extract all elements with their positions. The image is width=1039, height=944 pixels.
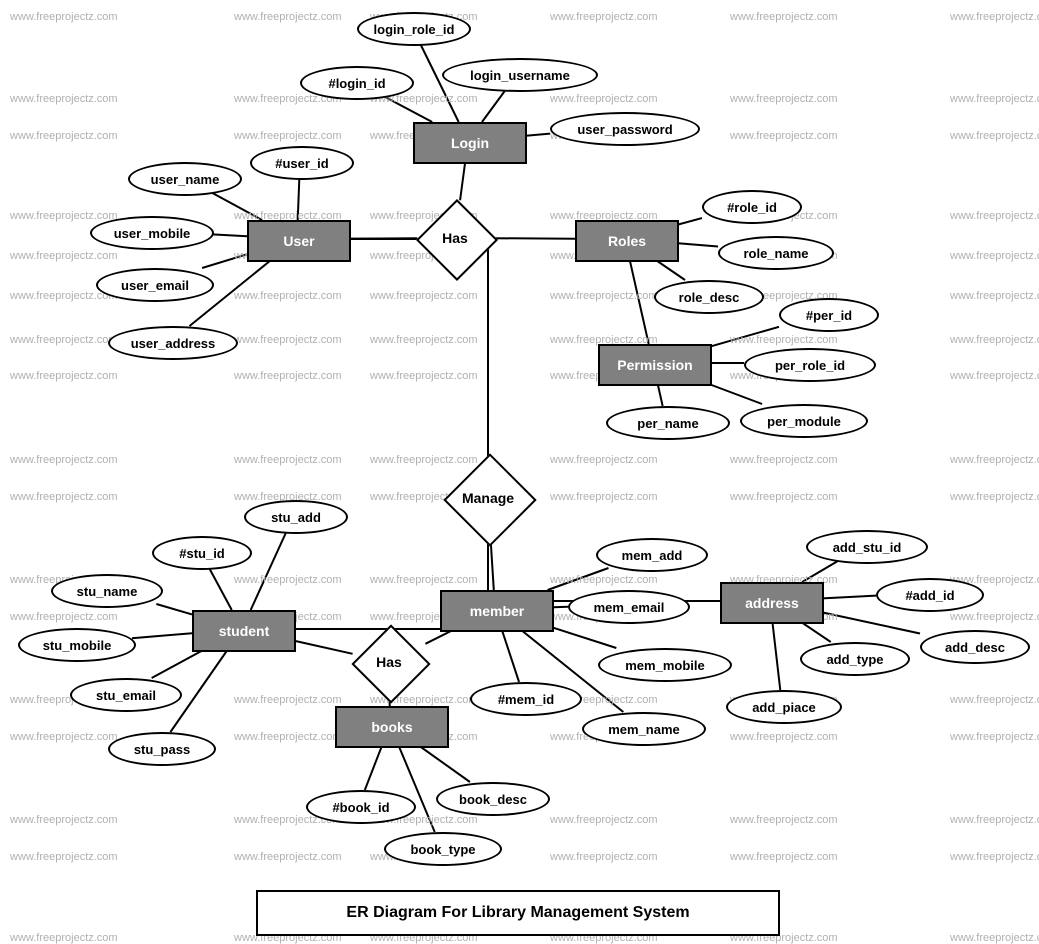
attribute-label: role_desc	[679, 290, 740, 305]
entity-student: student	[192, 610, 296, 652]
entity-label: address	[745, 595, 799, 611]
attribute-user_address: user_address	[108, 326, 238, 360]
attribute-add_desc: add_desc	[920, 630, 1030, 664]
er-diagram-canvas: www.freeprojectz.comwww.freeprojectz.com…	[0, 0, 1039, 941]
attribute-label: add_stu_id	[833, 540, 902, 555]
attribute-label: stu_email	[96, 688, 156, 703]
diagram-title: ER Diagram For Library Management System	[256, 890, 780, 936]
attribute-add_stu_id: add_stu_id	[806, 530, 928, 564]
attribute-label: per_role_id	[775, 358, 845, 373]
attribute-mem_add: mem_add	[596, 538, 708, 572]
attribute-login_id: #login_id	[300, 66, 414, 100]
attribute-label: stu_name	[77, 584, 138, 599]
attribute-user_email: user_email	[96, 268, 214, 302]
entity-label: student	[219, 623, 270, 639]
attribute-book_desc: book_desc	[436, 782, 550, 816]
attribute-label: user_mobile	[114, 226, 191, 241]
diagram-title-label: ER Diagram For Library Management System	[346, 904, 689, 922]
attribute-user_id: #user_id	[250, 146, 354, 180]
attribute-add_piace: add_piace	[726, 690, 842, 724]
attribute-label: user_email	[121, 278, 189, 293]
attribute-label: user_password	[577, 122, 672, 137]
attribute-label: #add_id	[905, 588, 954, 603]
entity-label: User	[283, 233, 314, 249]
attribute-stu_name: stu_name	[51, 574, 163, 608]
attribute-label: per_name	[637, 416, 698, 431]
relationship-label: Has	[405, 228, 505, 248]
attribute-label: add_type	[826, 652, 883, 667]
attribute-book_type: book_type	[384, 832, 502, 866]
attribute-label: user_name	[151, 172, 220, 187]
entity-address: address	[720, 582, 824, 624]
attribute-stu_add: stu_add	[244, 500, 348, 534]
attribute-label: stu_pass	[134, 742, 190, 757]
attribute-book_id: #book_id	[306, 790, 416, 824]
entity-user: User	[247, 220, 351, 262]
attribute-login_role_id: login_role_id	[357, 12, 471, 46]
attribute-label: add_piace	[752, 700, 816, 715]
attribute-label: login_role_id	[374, 22, 455, 37]
attribute-mem_name: mem_name	[582, 712, 706, 746]
attribute-label: role_name	[743, 246, 808, 261]
relationship-label: Manage	[438, 488, 538, 508]
attribute-role_id: #role_id	[702, 190, 802, 224]
attribute-mem_id: #mem_id	[470, 682, 582, 716]
attribute-label: #mem_id	[498, 692, 554, 707]
attribute-label: login_username	[470, 68, 570, 83]
attribute-add_id: #add_id	[876, 578, 984, 612]
attribute-role_name: role_name	[718, 236, 834, 270]
attribute-label: #stu_id	[179, 546, 225, 561]
entity-roles: Roles	[575, 220, 679, 262]
entity-label: Permission	[617, 357, 692, 373]
attribute-label: book_type	[410, 842, 475, 857]
attribute-label: mem_name	[608, 722, 680, 737]
entity-permission: Permission	[598, 344, 712, 386]
attribute-label: stu_add	[271, 510, 321, 525]
attribute-per_role_id: per_role_id	[744, 348, 876, 382]
entity-label: member	[470, 603, 524, 619]
attribute-label: mem_add	[622, 548, 683, 563]
attribute-label: stu_mobile	[43, 638, 112, 653]
entity-login: Login	[413, 122, 527, 164]
attribute-label: #login_id	[328, 76, 385, 91]
attribute-per_module: per_module	[740, 404, 868, 438]
entity-label: Login	[451, 135, 489, 151]
attribute-label: #book_id	[332, 800, 389, 815]
attribute-label: per_module	[767, 414, 841, 429]
entity-books: books	[335, 706, 449, 748]
entity-label: Roles	[608, 233, 646, 249]
attribute-user_name: user_name	[128, 162, 242, 196]
attribute-label: book_desc	[459, 792, 527, 807]
attribute-per_name: per_name	[606, 406, 730, 440]
attribute-label: #user_id	[275, 156, 328, 171]
attribute-login_username: login_username	[442, 58, 598, 92]
attribute-stu_pass: stu_pass	[108, 732, 216, 766]
attribute-label: mem_email	[594, 600, 665, 615]
attribute-label: #role_id	[727, 200, 777, 215]
attribute-user_mobile: user_mobile	[90, 216, 214, 250]
attribute-stu_id: #stu_id	[152, 536, 252, 570]
attribute-stu_mobile: stu_mobile	[18, 628, 136, 662]
attribute-mem_mobile: mem_mobile	[598, 648, 732, 682]
attribute-per_id: #per_id	[779, 298, 879, 332]
relationship-label: Has	[339, 652, 439, 672]
attribute-add_type: add_type	[800, 642, 910, 676]
attribute-stu_email: stu_email	[70, 678, 182, 712]
attribute-user_password: user_password	[550, 112, 700, 146]
attribute-label: add_desc	[945, 640, 1005, 655]
attribute-mem_email: mem_email	[568, 590, 690, 624]
attribute-label: user_address	[131, 336, 216, 351]
attribute-label: mem_mobile	[625, 658, 704, 673]
entity-label: books	[371, 719, 412, 735]
entity-member: member	[440, 590, 554, 632]
attribute-role_desc: role_desc	[654, 280, 764, 314]
attribute-label: #per_id	[806, 308, 852, 323]
